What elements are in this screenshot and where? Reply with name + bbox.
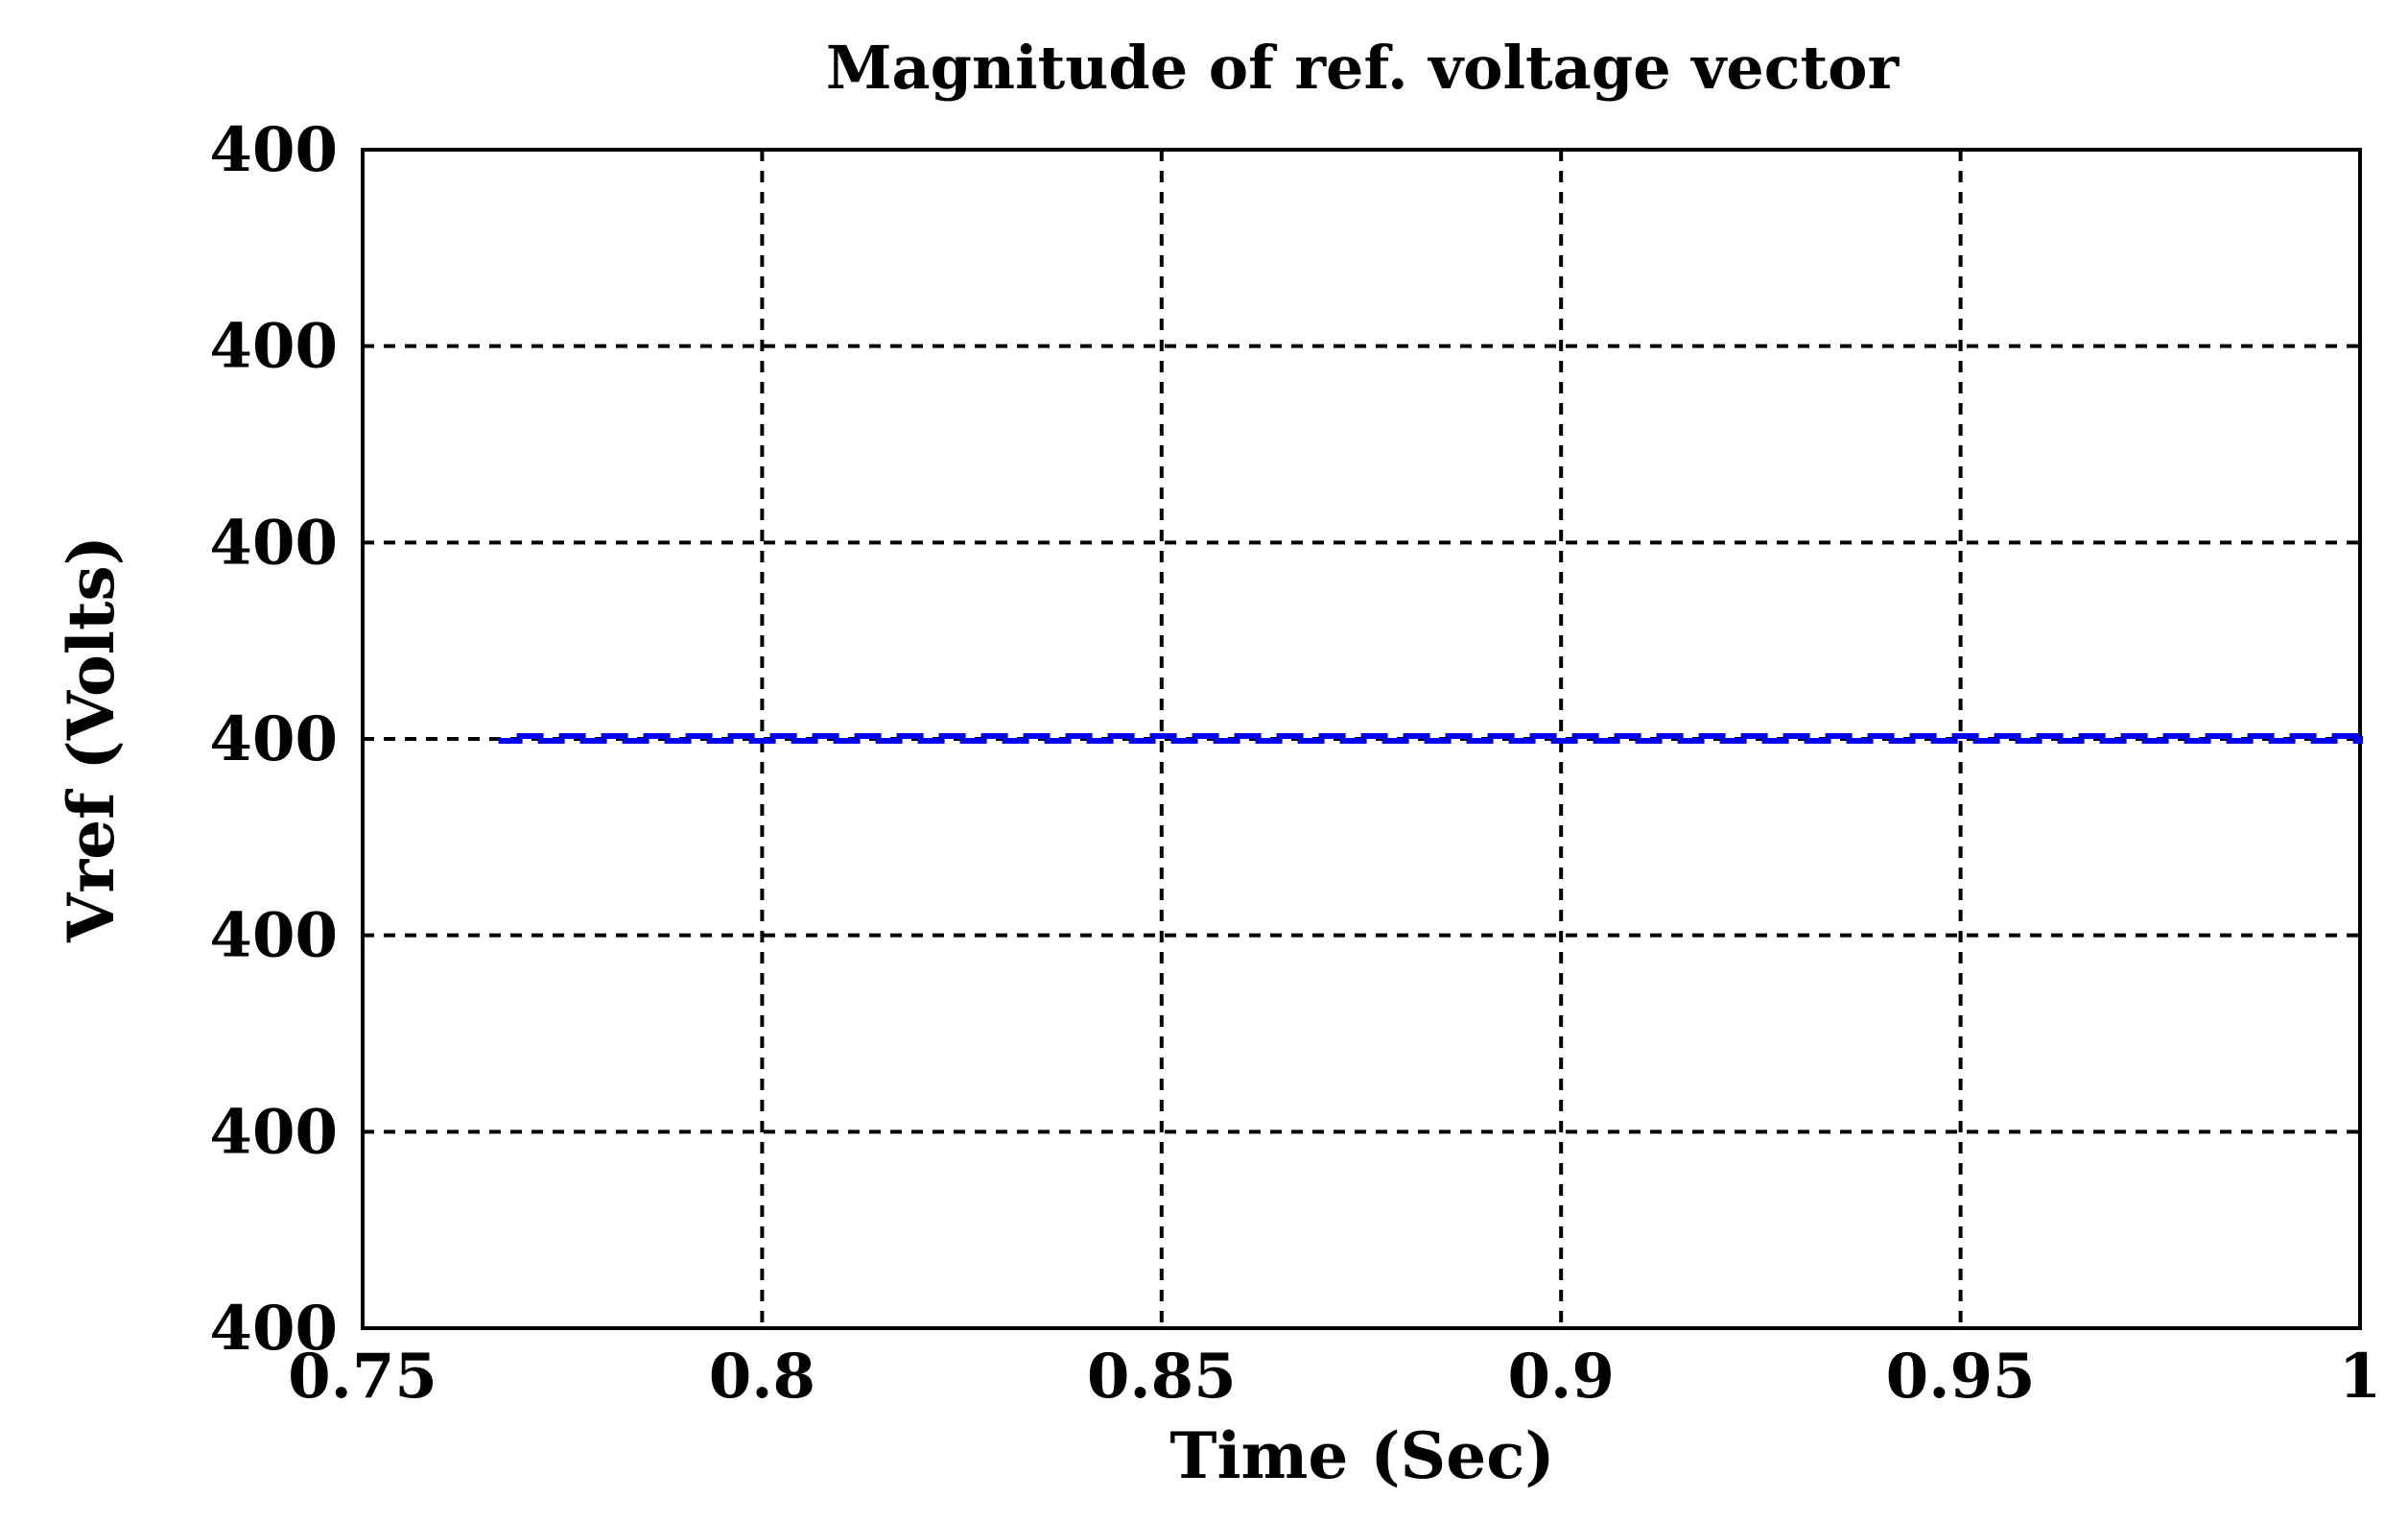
x-tick-label: 0.95 [1886,1341,2036,1413]
y-tick-labels: 400 400 400 400 400 400 400 [209,114,338,1365]
x-tick-labels: 0.75 0.8 0.85 0.9 0.95 1 [288,1341,2381,1413]
series-layer [498,733,2363,744]
x-tick-label: 0.8 [709,1341,815,1413]
x-tick-label: 1 [2339,1341,2382,1413]
y-tick-label: 400 [209,703,338,775]
y-tick-label: 400 [209,311,338,383]
x-tick-label: 0.75 [288,1341,437,1413]
y-axis-label: Vref (Volts) [54,535,129,943]
y-tick-label: 400 [209,1096,338,1168]
y-tick-label: 400 [209,507,338,579]
x-tick-label: 0.85 [1087,1341,1237,1413]
x-tick-label: 0.9 [1508,1341,1615,1413]
y-tick-label: 400 [209,1293,338,1365]
y-tick-label: 400 [209,900,338,972]
chart-title: Magnitude of ref. voltage vector [826,33,1900,103]
series-line [498,733,2363,744]
x-axis-label: Time (Sec) [1169,1418,1554,1493]
y-tick-label: 400 [209,114,338,186]
